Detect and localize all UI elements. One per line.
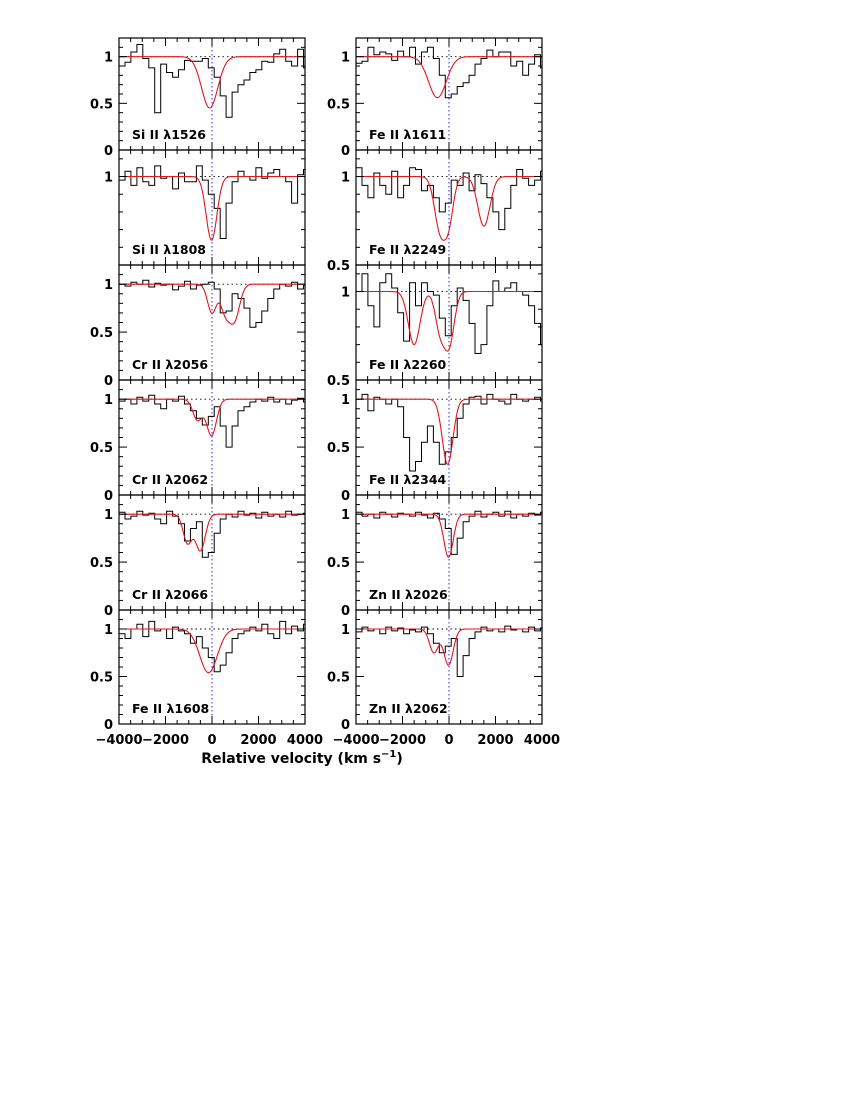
model-fit-line	[119, 283, 305, 325]
spectrum-panel: 0 0.5 1 Zn II λ2062	[327, 609, 543, 733]
model-fit-line	[356, 175, 542, 241]
spectrum-panel: 0.5 1 Fe II λ2249	[327, 149, 543, 274]
spectra-panels: 0 0.5 1 Si II λ1526 0 0.5 1 Fe II λ1611 1 Si II λ…	[90, 37, 543, 733]
panel-label: Fe II λ1608	[132, 701, 209, 716]
spectrum-panel: 0 0.5 1 Fe II λ1611	[327, 37, 543, 159]
spectrum-panel: 0 0.5 1 Zn II λ2026	[327, 494, 543, 619]
panel-label: Si II λ1526	[132, 127, 206, 142]
y-tick-label: 1	[341, 393, 350, 408]
model-fit-line	[119, 513, 305, 552]
y-tick-label: 1	[104, 508, 113, 523]
x-tick-label: 4000	[287, 733, 323, 748]
panel-label: Fe II λ1611	[369, 127, 446, 142]
flux-histogram	[356, 167, 542, 231]
spectrum-panel: 0 0.5 1 Cr II λ2056	[90, 264, 306, 389]
panel-label: Fe II λ2344	[369, 472, 447, 487]
y-tick-label: 0.5	[90, 671, 113, 686]
model-fit-line	[356, 398, 542, 465]
flux-histogram	[356, 625, 542, 677]
model-fit-line	[119, 628, 305, 674]
y-tick-label: 1	[104, 623, 113, 638]
y-tick-label: 0	[104, 144, 113, 159]
spectrum-panel: 1 Si II λ1808	[104, 149, 306, 266]
y-tick-label: 0.5	[327, 374, 350, 389]
panel-label: Zn II λ2026	[369, 587, 448, 602]
y-tick-label: 0.5	[327, 441, 350, 456]
spectrum-panel: 0 0.5 1 Fe II λ2344	[327, 379, 543, 504]
spectrum-panel: 0 0.5 1 Cr II λ2062	[90, 379, 306, 504]
y-tick-label: 0	[104, 604, 113, 619]
model-fit-line	[119, 56, 305, 109]
y-tick-label: 0	[341, 489, 350, 504]
y-tick-label: 1	[341, 623, 350, 638]
y-tick-label: 0.5	[327, 556, 350, 571]
x-tick-label: 2000	[240, 733, 276, 748]
y-tick-label: 0	[341, 604, 350, 619]
x-tick-label: 0	[444, 733, 453, 748]
spectrum-panel: 0 0.5 1 Cr II λ2066	[90, 494, 306, 619]
flux-histogram	[119, 510, 305, 558]
panel-label: Cr II λ2066	[132, 587, 208, 602]
model-fit-line	[119, 398, 305, 437]
panel-label: Fe II λ2260	[369, 357, 447, 372]
x-axis-title: Relative velocity (km s−1)	[201, 749, 403, 767]
y-tick-label: 0.5	[90, 326, 113, 341]
y-tick-label: 1	[104, 171, 113, 186]
x-tick-label: 0	[207, 733, 216, 748]
y-tick-label: 0	[341, 144, 350, 159]
y-tick-label: 1	[104, 393, 113, 408]
x-tick-labels: −4000 −2000 0 2000 4000 −4000 −2000 0 2000 4000	[95, 733, 560, 748]
model-fit-line	[356, 513, 542, 558]
y-tick-label: 0.5	[327, 97, 350, 112]
panel-label: Zn II λ2062	[369, 701, 448, 716]
model-fit-line	[356, 290, 542, 352]
y-tick-label: 1	[341, 508, 350, 523]
panel-label: Si II λ1808	[132, 242, 206, 257]
y-tick-label: 0.5	[90, 97, 113, 112]
y-tick-label: 1	[341, 286, 350, 301]
flux-histogram	[119, 44, 305, 118]
x-tick-label: −2000	[142, 733, 189, 748]
model-fit-line	[119, 175, 305, 241]
flux-histogram	[119, 620, 305, 673]
model-fit-line	[356, 56, 542, 99]
flux-histogram	[119, 394, 305, 448]
x-tick-label: −2000	[379, 733, 426, 748]
y-tick-label: 0	[104, 374, 113, 389]
y-tick-label: 0.5	[327, 671, 350, 686]
model-fit-line	[356, 628, 542, 666]
x-tick-label: −4000	[332, 733, 379, 748]
panel-label: Cr II λ2062	[132, 472, 208, 487]
y-tick-label: 1	[104, 278, 113, 293]
y-tick-label: 0.5	[327, 259, 350, 274]
x-tick-label: 2000	[477, 733, 513, 748]
y-tick-label: 1	[341, 171, 350, 186]
y-tick-label: 0.5	[90, 556, 113, 571]
spectrum-panel: 0 0.5 1 Si II λ1526	[90, 37, 306, 159]
y-tick-label: 0	[341, 718, 350, 733]
flux-histogram	[356, 46, 542, 99]
y-tick-label: 0.5	[90, 441, 113, 456]
spectrum-panel: 0.5 1 Fe II λ2260	[327, 264, 543, 389]
y-tick-label: 0	[104, 489, 113, 504]
x-tick-label: −4000	[95, 733, 142, 748]
spectrum-panel: 0 0.5 1 Fe II λ1608	[90, 609, 306, 733]
panel-label: Cr II λ2056	[132, 357, 208, 372]
panel-label: Fe II λ2249	[369, 242, 446, 257]
y-tick-label: 1	[104, 51, 113, 66]
y-tick-label: 1	[341, 51, 350, 66]
x-tick-label: 4000	[524, 733, 560, 748]
y-tick-label: 0	[104, 718, 113, 733]
